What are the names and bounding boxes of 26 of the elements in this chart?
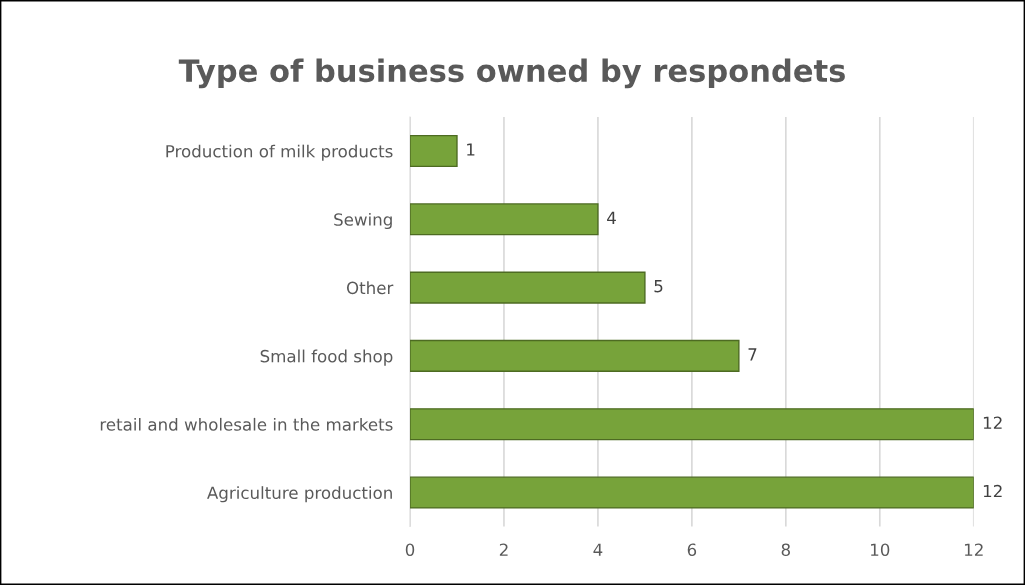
- bar: [410, 271, 646, 304]
- y-tick-label: Sewing: [334, 212, 392, 230]
- bar: [410, 134, 458, 168]
- y-tick-label: Production of milk products: [166, 144, 393, 161]
- data-label: 4: [607, 211, 616, 224]
- chart-title: Type of business owned by respondets: [178, 58, 845, 89]
- data-label: 12: [983, 484, 1002, 498]
- x-tick-label: 8: [781, 543, 790, 557]
- bar: [410, 339, 740, 372]
- bar: [410, 203, 599, 236]
- y-tick-label: Other: [346, 281, 394, 295]
- y-tick-label: retail and wholesale in the markets: [100, 417, 393, 431]
- y-tick-label: Agriculture production: [207, 486, 392, 503]
- data-label: 7: [748, 348, 757, 361]
- y-tick-label: Small food shop: [260, 349, 393, 366]
- data-label: 5: [654, 280, 663, 293]
- data-label: 1: [467, 143, 475, 156]
- bar: [410, 408, 974, 441]
- x-tick-label: 10: [871, 543, 890, 557]
- x-tick-label: 4: [593, 543, 603, 556]
- bar: [410, 476, 974, 509]
- data-label: 12: [983, 416, 1002, 429]
- x-tick-label: 6: [687, 543, 697, 557]
- x-tick-label: 12: [964, 543, 983, 556]
- x-tick-label: 2: [499, 543, 508, 556]
- x-tick-label: 0: [405, 543, 415, 557]
